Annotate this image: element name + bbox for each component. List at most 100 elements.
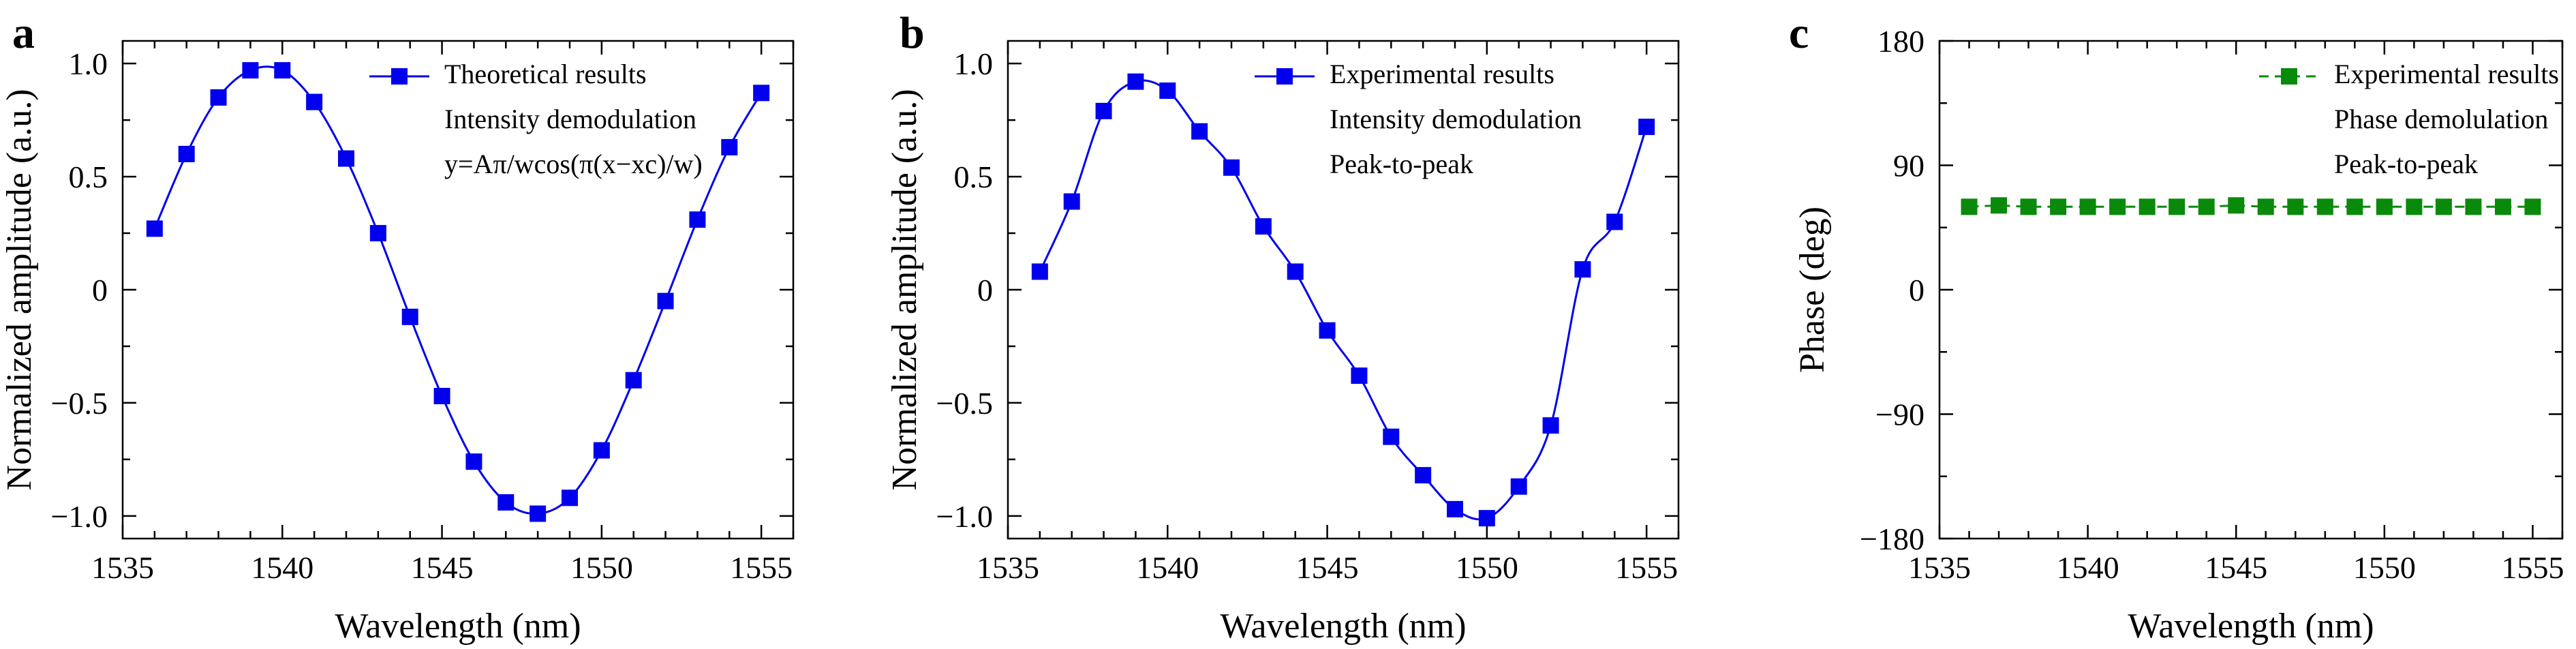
x-axis-label: Wavelength (nm)	[335, 607, 581, 646]
x-tick-label: 1545	[2205, 550, 2267, 585]
y-tick-label: −1.0	[936, 499, 993, 534]
y-tick-label: −0.5	[51, 386, 108, 421]
data-point	[1191, 123, 1208, 140]
data-point	[689, 211, 706, 228]
y-tick-label: 90	[1893, 149, 1925, 183]
y-axis-label: Phase (deg)	[1793, 207, 1832, 373]
data-point	[1510, 478, 1527, 495]
data-point	[2050, 198, 2067, 215]
x-tick-label: 1555	[730, 550, 793, 585]
x-tick-label: 1550	[1456, 550, 1518, 585]
x-tick-label: 1535	[1908, 550, 1971, 585]
legend-text: Experimental results	[2334, 59, 2559, 89]
data-point	[753, 85, 770, 102]
data-point	[1255, 218, 1272, 235]
data-point	[2198, 198, 2215, 215]
data-point	[1606, 213, 1623, 230]
legend-text: Peak-to-peak	[2334, 149, 2478, 179]
data-point	[2138, 198, 2156, 215]
y-axis-label: Normalized amplitude (a.u.)	[0, 89, 39, 490]
data-point	[593, 442, 610, 459]
legend-text: Experimental results	[1330, 59, 1554, 89]
data-point	[146, 220, 163, 237]
data-point	[1961, 198, 1978, 215]
legend-marker	[391, 68, 408, 85]
legend-text: Intensity demodulation	[1330, 104, 1582, 134]
data-point	[401, 308, 418, 325]
y-tick-label: 1.0	[954, 46, 994, 81]
data-point	[2435, 198, 2452, 215]
x-tick-label: 1550	[570, 550, 633, 585]
data-point	[1415, 467, 1432, 484]
data-point	[2524, 198, 2541, 215]
legend-text: Phase demolulation	[2334, 104, 2548, 134]
data-point	[1574, 261, 1591, 278]
data-point	[530, 505, 547, 522]
data-point	[625, 372, 642, 389]
data-point	[497, 494, 515, 511]
data-point	[2287, 198, 2304, 215]
x-tick-label: 1535	[91, 550, 154, 585]
data-point	[1638, 119, 1655, 136]
data-point	[1351, 367, 1368, 384]
y-tick-label: 0	[92, 273, 108, 307]
data-point	[242, 62, 259, 79]
data-point	[2168, 198, 2186, 215]
data-point	[433, 387, 450, 404]
y-tick-label: 1.0	[69, 46, 108, 81]
legend-text: Theoretical results	[444, 59, 647, 89]
data-point	[306, 93, 323, 110]
data-point	[2316, 198, 2333, 215]
x-tick-label: 1540	[1136, 550, 1199, 585]
data-point	[2346, 198, 2363, 215]
panel-label: b	[900, 8, 925, 58]
data-point	[1031, 263, 1048, 280]
data-point	[1223, 159, 1240, 176]
data-point	[721, 138, 738, 155]
y-tick-label: 0	[1909, 273, 1925, 307]
data-point	[1478, 510, 1495, 527]
y-axis-label: Normalized amplitude (a.u.)	[885, 89, 924, 490]
chart-panel-a: a 1535 1540 1545 1550 1555 1.0 0.5 0 −0.5 −1.0 Wave…	[0, 8, 795, 646]
data-point	[369, 225, 386, 242]
data-point	[562, 489, 578, 507]
y-tick-label: −90	[1875, 397, 1925, 432]
x-tick-label: 1555	[1615, 550, 1678, 585]
chart-panel-c: c 1535 1540 1545 1550 1555 180 90 0 −90 −180 Wavele…	[1789, 8, 2564, 646]
data-point	[2228, 197, 2245, 214]
x-tick-label: 1555	[2501, 550, 2564, 585]
y-tick-label: −0.5	[936, 386, 993, 421]
data-point	[1542, 417, 1559, 434]
x-axis-label: Wavelength (nm)	[1220, 607, 1466, 646]
data-point	[1127, 73, 1144, 90]
x-tick-label: 1540	[251, 550, 313, 585]
panel-label: c	[1789, 8, 1809, 58]
y-tick-label: 0.5	[69, 160, 108, 194]
data-point	[1383, 428, 1400, 445]
x-tick-label: 1550	[2353, 550, 2416, 585]
y-tick-label: 180	[1877, 24, 1925, 59]
x-tick-label: 1545	[411, 550, 474, 585]
legend-marker	[1276, 68, 1293, 85]
data-point	[2109, 198, 2126, 215]
series-line	[1039, 79, 1648, 521]
data-point	[1991, 197, 2008, 214]
data-point	[2376, 198, 2393, 215]
data-point	[2406, 198, 2423, 215]
legend-text: Intensity demodulation	[444, 104, 696, 134]
x-tick-label: 1545	[1296, 550, 1359, 585]
y-tick-label: −1.0	[51, 499, 108, 534]
data-point	[1159, 82, 1176, 99]
legend-marker	[2281, 68, 2297, 85]
data-point	[338, 150, 354, 167]
data-point	[2465, 198, 2482, 215]
data-point	[1447, 500, 1463, 517]
legend-text: y=Aπ/wcos(π(x−xc)/w)	[444, 149, 703, 179]
data-point	[1095, 102, 1112, 119]
x-axis-label: Wavelength (nm)	[2128, 607, 2374, 646]
data-point	[274, 62, 291, 79]
data-point	[1319, 322, 1336, 339]
chart-panel-b: b 1535 1540 1545 1550 1555 1.0 0.5 0 −0.5 −1.0 Wave…	[885, 8, 1680, 646]
legend-text: Peak-to-peak	[1330, 149, 1473, 179]
